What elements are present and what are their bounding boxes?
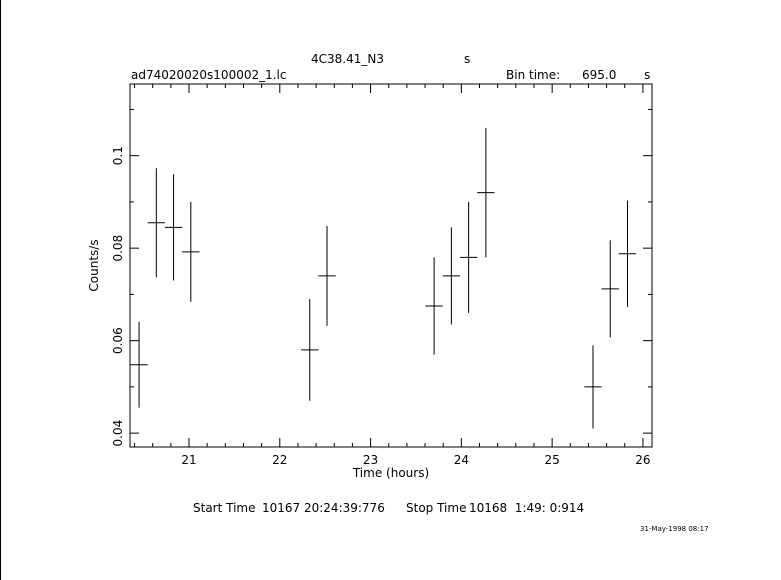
x-tick-label: 26 [635, 453, 650, 467]
axis-tick-labels: 21 22 23 24 25 26 0.04 0.06 0.08 0.1 [111, 146, 651, 467]
data-point [130, 321, 148, 408]
bin-time-value: 695.0 [582, 68, 617, 82]
x-tick-label: 22 [272, 453, 287, 467]
bin-time-unit: s [644, 68, 651, 82]
data-point [147, 168, 166, 278]
y-tick-label: 0.08 [111, 235, 125, 262]
data-point [601, 240, 619, 338]
object-name: 4C38.41_N3 [311, 52, 384, 66]
data-point [182, 201, 200, 302]
data-point [477, 127, 495, 258]
bin-time-label: Bin time: [506, 68, 561, 82]
data-point [425, 257, 443, 355]
y-tick-label: 0.1 [111, 146, 125, 165]
file-name: ad74020020s100002_1.lc [131, 68, 287, 82]
data-point [584, 345, 602, 429]
x-tick-label: 21 [181, 453, 196, 467]
date-stamp: 31-May-1998 08:17 [640, 525, 709, 533]
data-point [618, 200, 637, 307]
x-tick-label: 24 [454, 453, 469, 467]
start-time-label: Start Time [193, 501, 256, 515]
data-point [442, 227, 461, 325]
data-point [301, 299, 319, 401]
y-axis-label: Counts/s [87, 239, 101, 291]
data-point [459, 201, 478, 313]
data-point [164, 174, 183, 281]
object-suffix: s [464, 52, 471, 66]
y-tick-label: 0.04 [111, 420, 125, 447]
data-point [318, 225, 336, 326]
y-tick-label: 0.06 [111, 327, 125, 354]
axis-ticks [130, 84, 652, 447]
stop-time-value: 10168 1:49: 0:914 [469, 501, 585, 515]
x-tick-label: 25 [544, 453, 559, 467]
plot-frame [129, 83, 653, 448]
left-border-line [0, 0, 1, 580]
stop-time-label: Stop Time [406, 501, 467, 515]
x-tick-label: 23 [363, 453, 378, 467]
data-points [130, 127, 637, 429]
start-time-value: 10167 20:24:39:776 [262, 501, 385, 515]
x-axis-label: Time (hours) [352, 466, 429, 480]
